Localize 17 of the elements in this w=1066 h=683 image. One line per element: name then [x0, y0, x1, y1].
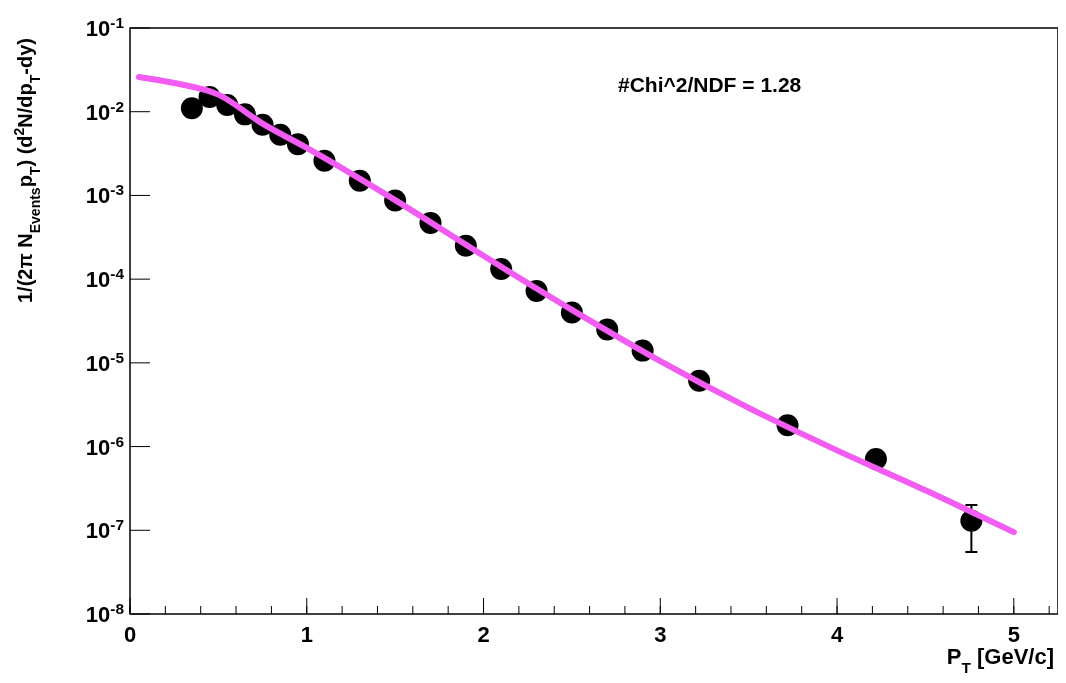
y-tick-label: 10$^{-8}$ [85, 599, 125, 627]
x-tick-label: 0 [123, 622, 137, 647]
y-tick-label: 10$^{-2}$ [85, 97, 124, 125]
annotation: #Chi^2/NDF = 1.28 [618, 73, 802, 96]
point [180, 97, 203, 120]
x-axis-title: P$_{T}$ [GeV/c] [946, 644, 1054, 676]
y-tick-label: 10$^{-1}$ [85, 13, 125, 41]
y-tick-label: 10$^{-5}$ [85, 348, 125, 376]
y-tick-label: 10$^{-7}$ [85, 515, 124, 544]
x-tick-label: 1 [300, 622, 313, 647]
x-tick-label: 2 [477, 622, 490, 647]
x-tick-label: 4 [830, 622, 844, 647]
y-tick-label: 10$^{-3}$ [85, 180, 124, 209]
y-tick-label: 10$^{-4}$ [85, 264, 125, 293]
x-tick-label: 3 [654, 622, 667, 647]
x-tick-label: 5 [1007, 622, 1020, 647]
y-tick-label: 10$^{-6}$ [85, 432, 124, 460]
